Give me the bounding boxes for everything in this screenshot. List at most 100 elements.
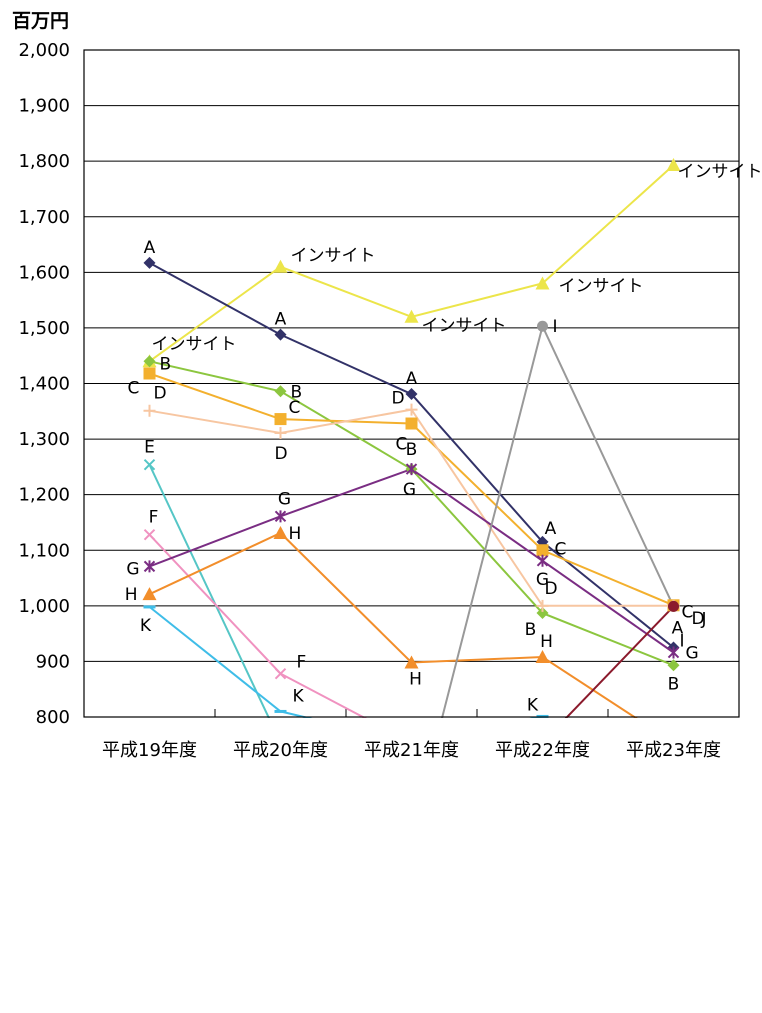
plot-area: インサイトインサイトインサイトインサイトインサイトAAAAABBBBBCCCCC…	[125, 158, 762, 718]
point-label-G: G	[686, 644, 699, 664]
point-label-K: K	[293, 686, 305, 706]
point-label-D: D	[154, 384, 167, 404]
data-point-C	[274, 413, 287, 426]
y-tick-label: 1,700	[18, 207, 70, 228]
data-point-B	[667, 659, 680, 672]
point-label-C: C	[128, 378, 140, 398]
data-point-I	[537, 320, 548, 332]
point-label-A: A	[545, 519, 557, 539]
point-label-I: I	[553, 317, 558, 337]
y-tick-label: 900	[36, 651, 70, 672]
x-tick-label: 平成22年度	[495, 740, 590, 761]
point-label-B: B	[406, 440, 418, 460]
series-line-J	[564, 605, 675, 718]
data-point-H	[273, 526, 288, 540]
point-label-C: C	[289, 398, 301, 418]
point-label-H: H	[540, 632, 553, 652]
data-point-C	[536, 544, 549, 557]
point-label-J: J	[701, 609, 707, 629]
point-label-インサイト: インサイト	[152, 334, 237, 354]
point-label-A: A	[144, 238, 156, 258]
point-label-インサイト: インサイト	[291, 246, 376, 266]
y-tick-label: 1,300	[18, 429, 70, 450]
point-label-D: D	[275, 444, 288, 464]
point-label-F: F	[297, 653, 307, 673]
point-label-G: G	[403, 480, 416, 500]
data-point-F	[143, 528, 156, 541]
series-line-K	[148, 606, 543, 718]
point-label-インサイト: インサイト	[678, 162, 762, 182]
series-line-インサイト	[148, 164, 675, 363]
data-point-G	[405, 463, 418, 476]
plot-frame	[83, 49, 740, 718]
y-tick-label: 1,400	[18, 374, 70, 395]
data-point-C	[405, 417, 418, 430]
data-point-D	[536, 599, 549, 612]
point-label-B: B	[160, 354, 172, 374]
point-label-D: D	[392, 389, 405, 409]
y-tick-label: 1,500	[18, 318, 70, 339]
point-label-G: G	[536, 570, 549, 590]
point-label-A: A	[275, 310, 287, 330]
point-label-インサイト: インサイト	[422, 316, 507, 336]
data-point-インサイト	[666, 158, 681, 172]
x-tick-label: 平成19年度	[102, 740, 197, 761]
series-line-H	[149, 531, 638, 718]
y-tick-label: 1,200	[18, 485, 70, 506]
point-label-C: C	[396, 435, 408, 455]
y-tick-label: 1,800	[18, 151, 70, 172]
x-tick-label: 平成21年度	[364, 740, 459, 761]
data-point-インサイト	[404, 309, 419, 323]
unit-label: 百万円	[12, 10, 69, 32]
y-tick-label: 800	[36, 707, 70, 728]
point-label-D: D	[545, 579, 558, 599]
data-point-G	[274, 510, 287, 523]
point-label-インサイト: インサイト	[559, 276, 644, 296]
data-point-H	[404, 655, 419, 669]
point-label-D: D	[692, 609, 705, 629]
point-label-H: H	[409, 670, 422, 690]
point-label-B: B	[668, 674, 680, 694]
point-label-I: I	[680, 631, 685, 651]
point-label-G: G	[278, 489, 291, 509]
x-tick-label: 平成23年度	[626, 740, 721, 761]
point-label-B: B	[291, 382, 303, 402]
x-tick-label: 平成20年度	[233, 740, 328, 761]
point-label-H: H	[289, 524, 302, 544]
point-label-C: C	[682, 602, 694, 622]
data-point-B	[143, 355, 156, 368]
point-label-E: E	[144, 438, 155, 458]
data-point-インサイト	[273, 259, 288, 273]
y-tick-label: 1,900	[18, 96, 70, 117]
data-point-D	[143, 404, 156, 417]
x-axis-tick-labels: 平成19年度 平成20年度 平成21年度 平成22年度 平成23年度	[102, 740, 721, 761]
point-label-C: C	[555, 539, 567, 559]
y-tick-label: 1,000	[18, 596, 70, 617]
point-label-K: K	[140, 616, 152, 636]
data-point-H	[535, 649, 550, 663]
data-point-G	[667, 646, 680, 659]
data-point-A	[143, 256, 156, 269]
data-point-J	[668, 600, 679, 612]
data-point-インサイト	[535, 276, 550, 290]
point-label-A: A	[672, 619, 684, 639]
y-tick-label: 1,100	[18, 540, 70, 561]
data-point-G	[536, 554, 549, 567]
point-label-H: H	[125, 585, 138, 605]
y-tick-label: 1,600	[18, 262, 70, 283]
data-point-B	[536, 607, 549, 620]
data-point-A	[405, 388, 418, 401]
data-point-D	[274, 426, 287, 439]
data-point-A	[274, 328, 287, 341]
data-point-F	[274, 667, 287, 680]
point-label-A: A	[406, 369, 418, 389]
data-point-D	[405, 403, 418, 416]
point-label-B: B	[525, 620, 537, 640]
y-axis-tick-labels: 800 900 1,000 1,100 1,200 1,300 1,400 1,500 1,60…	[18, 40, 70, 728]
point-label-K: K	[527, 695, 539, 715]
data-point-G	[143, 560, 156, 573]
point-label-F: F	[149, 508, 159, 528]
y-tick-label: 2,000	[18, 40, 70, 61]
point-label-G: G	[126, 559, 139, 579]
